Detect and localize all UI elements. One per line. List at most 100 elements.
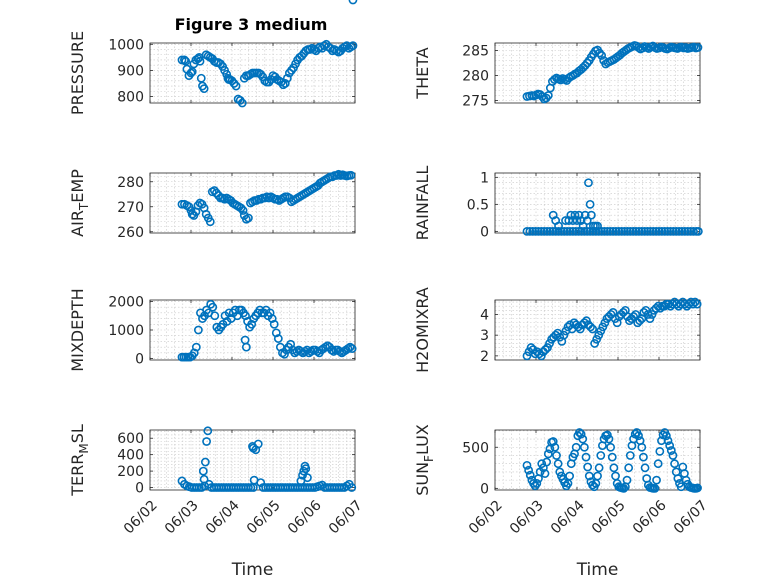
y-axis-label: RAINFALL — [413, 166, 432, 241]
minor-grid — [149, 43, 356, 103]
data-point — [622, 475, 632, 485]
data-point — [651, 226, 661, 236]
y-tick-label: 0 — [135, 352, 144, 368]
data-point — [578, 434, 588, 444]
data-point — [625, 226, 635, 236]
data-point — [249, 475, 259, 485]
data-point — [602, 226, 612, 236]
data-point — [198, 466, 208, 476]
y-tick-label: 500 — [462, 440, 489, 456]
data-point — [568, 216, 578, 225]
data-point — [689, 226, 698, 236]
data-point — [231, 81, 241, 91]
data-point — [303, 473, 312, 483]
data-point — [200, 457, 210, 467]
data-point — [565, 226, 575, 236]
data-point — [594, 463, 604, 473]
y-tick-label: 285 — [462, 44, 489, 60]
data-point — [590, 339, 600, 348]
data-point — [267, 314, 277, 323]
y-tick-label: 0 — [480, 224, 489, 240]
data-point — [575, 324, 585, 334]
y-tick-label: 280 — [117, 175, 144, 191]
data-point — [584, 178, 593, 188]
data-point — [680, 226, 690, 236]
y-tick-label: 3 — [480, 328, 489, 344]
y-tick-label: 400 — [117, 448, 144, 464]
data-point — [604, 434, 614, 444]
data-point — [666, 446, 676, 455]
data-point — [635, 316, 645, 326]
data-point — [550, 442, 560, 452]
data-point — [574, 210, 584, 220]
data-point — [639, 452, 648, 462]
data-point — [574, 226, 584, 236]
x-tick-label: 06/06 — [285, 497, 325, 537]
data-point — [542, 457, 552, 467]
y-axis-label: AIRTEMP — [68, 169, 91, 237]
data-point — [543, 91, 553, 100]
data-point — [663, 226, 673, 236]
data-point — [564, 216, 574, 225]
data-point — [248, 443, 258, 453]
data-point — [631, 310, 641, 319]
data-point — [582, 316, 591, 326]
data-point — [602, 430, 612, 440]
data-point — [582, 216, 592, 225]
data-point — [187, 67, 197, 77]
data-point — [579, 442, 589, 452]
data-point — [594, 330, 604, 340]
data-point — [634, 43, 643, 52]
data-point — [600, 318, 610, 328]
data-series — [522, 297, 702, 361]
data-point — [550, 75, 559, 84]
data-point — [180, 55, 189, 65]
x-tick-label: 06/02 — [466, 497, 506, 537]
y-tick-label: 2 — [480, 349, 489, 365]
y-tick-label: 4 — [480, 307, 489, 323]
data-point — [673, 474, 683, 483]
x-tick-label: 06/07 — [326, 497, 366, 537]
data-point — [598, 322, 608, 332]
data-point — [666, 226, 675, 236]
data-point — [593, 471, 602, 481]
x-axis-label: Time — [576, 560, 619, 580]
data-point — [688, 299, 698, 309]
axes-box — [494, 429, 701, 491]
data-point — [522, 226, 532, 236]
data-point — [280, 79, 290, 88]
data-point — [641, 305, 651, 315]
data-point — [522, 351, 532, 361]
data-point — [665, 441, 675, 451]
data-series — [177, 39, 358, 108]
data-point — [193, 325, 203, 335]
data-point — [650, 483, 660, 493]
data-point — [645, 314, 655, 324]
y-tick-label: 2000 — [108, 294, 144, 310]
data-point — [628, 226, 638, 236]
data-point — [286, 339, 296, 349]
data-point — [347, 344, 357, 353]
y-tick-label: 1 — [480, 170, 489, 186]
subplot-pressure: 800 900 1000 PRESSURE — [68, 31, 358, 115]
data-point — [611, 226, 621, 236]
data-point — [526, 343, 536, 352]
data-point — [597, 226, 606, 236]
data-point — [559, 226, 569, 236]
data-point — [571, 442, 581, 452]
x-tick-label: 06/04 — [203, 497, 243, 537]
figure-title: Figure 3 medium — [175, 15, 328, 34]
data-series — [522, 428, 702, 493]
data-point — [556, 75, 565, 85]
data-point — [619, 483, 629, 493]
data-point — [534, 226, 543, 236]
data-point — [593, 221, 602, 231]
subplot-air-temp: 260 270 280 AIRTEMP — [68, 0, 358, 241]
data-point — [578, 221, 588, 231]
data-point — [543, 343, 552, 352]
data-point — [600, 226, 609, 236]
data-point — [238, 206, 248, 215]
data-point — [237, 98, 247, 108]
